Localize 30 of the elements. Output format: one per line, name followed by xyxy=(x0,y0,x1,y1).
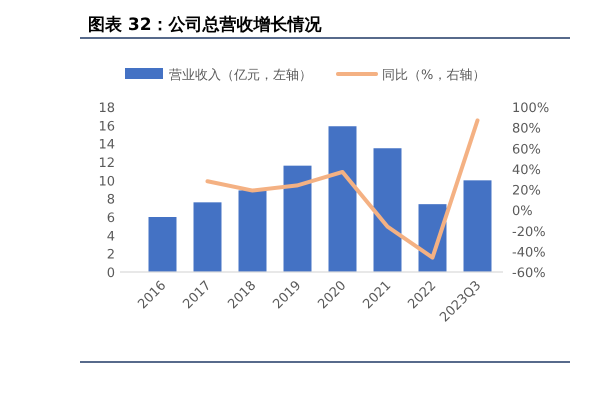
y-tick-label: 10 xyxy=(98,174,115,190)
y-tick-label: 4 xyxy=(106,229,115,244)
y2-tick-label: 100% xyxy=(512,101,550,116)
y2-tick-label: 40% xyxy=(512,162,541,178)
y-tick-label: 16 xyxy=(98,119,115,134)
bar xyxy=(374,148,402,272)
y-tick-label: 2 xyxy=(106,248,115,263)
y2-tick-label: 60% xyxy=(512,142,541,158)
y2-tick-label: -20% xyxy=(512,224,546,240)
y2-tick-label: 20% xyxy=(512,184,541,198)
chart-title: 图表 32：公司总营收增长情况 xyxy=(88,15,323,35)
y2-tick-label: 0% xyxy=(512,204,533,220)
y-tick-label: 12 xyxy=(98,156,115,171)
bar xyxy=(284,166,312,272)
bar xyxy=(464,180,492,272)
y-tick-label: 18 xyxy=(98,101,115,116)
y-tick-label: 14 xyxy=(98,138,115,153)
y2-tick-label: -40% xyxy=(512,245,546,260)
legend-label: 营业收入（亿元，左轴） xyxy=(169,68,312,83)
y2-tick-label: -60% xyxy=(512,266,546,281)
y-tick-label: 0 xyxy=(106,266,115,281)
y2-tick-label: 80% xyxy=(512,122,541,137)
bar xyxy=(148,217,176,272)
bar xyxy=(328,126,356,272)
y-tick-label: 6 xyxy=(106,211,115,226)
line-series xyxy=(206,118,480,260)
y-tick-label: 8 xyxy=(106,192,115,208)
bar xyxy=(238,190,266,272)
bar xyxy=(194,202,222,272)
legend-label: 同比（%，右轴） xyxy=(382,68,486,83)
